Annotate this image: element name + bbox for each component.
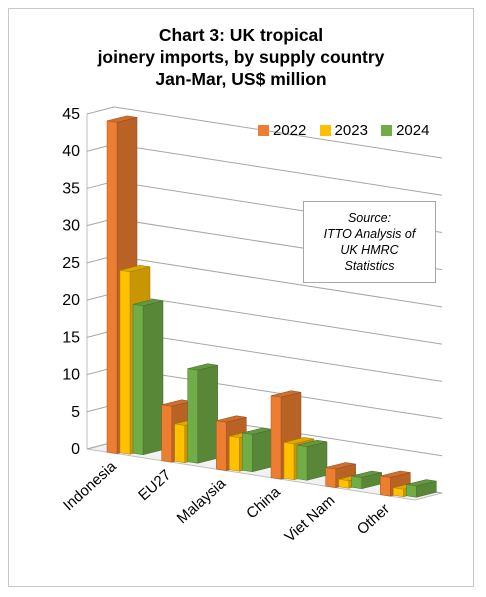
y-tick-label: 25	[62, 255, 80, 272]
y-tick-label: 10	[62, 367, 80, 384]
legend-item-2023: 2023	[319, 122, 368, 139]
x-label-other: Other	[354, 501, 393, 539]
legend-item-2024: 2024	[381, 122, 429, 139]
y-tick-label: 5	[71, 404, 80, 421]
bar-front	[380, 475, 391, 497]
source-line-2: ITTO Analysis of	[323, 227, 416, 241]
legend-label-2022: 2022	[273, 122, 307, 139]
bar-front	[406, 484, 417, 498]
bar-front	[161, 404, 172, 463]
bar-side	[197, 364, 218, 464]
chart-title-line-3: Jan-Mar, US$ million	[155, 69, 327, 89]
chart-legend: 2022 2023 2024	[258, 122, 438, 139]
x-label-viet-nam: Viet Nam	[281, 492, 338, 546]
bar-front	[229, 435, 240, 472]
bar-other-2024	[406, 479, 437, 498]
legend-swatch-2024	[381, 125, 393, 136]
bar-front	[296, 444, 308, 481]
chart-bars	[106, 115, 437, 498]
bar-front	[351, 475, 362, 490]
chart-title-line-2: joinery imports, by supply country	[97, 47, 385, 67]
bar-side	[306, 441, 328, 481]
y-tick-label: 45	[62, 106, 80, 123]
bar-front	[393, 487, 404, 498]
bar-front	[132, 304, 144, 456]
legend-label-2024: 2024	[396, 122, 430, 139]
y-tick-label: 0	[71, 441, 80, 458]
bar-eu27-2024	[187, 363, 218, 464]
source-line-3: UK HMRC	[340, 243, 399, 257]
bar-front	[119, 269, 131, 455]
y-tick-label: 35	[62, 180, 80, 197]
y-tick-label: 40	[62, 143, 80, 160]
bar-side	[252, 429, 273, 473]
bar-front	[270, 395, 282, 480]
x-label-malaysia: Malaysia	[174, 475, 230, 528]
bar-front	[216, 420, 227, 471]
gridline-45	[86, 106, 443, 159]
bar-indonesia-2024	[132, 299, 164, 456]
legend-label-2023: 2023	[334, 122, 368, 139]
bar-front	[325, 467, 336, 488]
legend-swatch-2023	[319, 125, 331, 136]
bar-front	[174, 423, 185, 464]
source-line-4: Statistics	[344, 259, 395, 273]
y-tick-label: 15	[62, 329, 80, 346]
y-tick-label: 20	[62, 292, 80, 309]
x-label-indonesia: Indonesia	[60, 458, 120, 515]
chart-title: Chart 3: UK tropical joinery imports, by…	[8, 24, 474, 90]
chart-title-line-1: Chart 3: UK tropical	[158, 25, 324, 45]
source-line-1: Source:	[347, 211, 392, 225]
bar-front	[187, 368, 198, 464]
legend-swatch-2022	[258, 125, 269, 136]
source-note: Source: ITTO Analysis of UK HMRC Statist…	[303, 201, 436, 283]
bar-front	[283, 442, 295, 481]
x-label-china: China	[243, 483, 284, 522]
bar-viet-nam-2024	[351, 470, 382, 490]
bar-malaysia-2024	[242, 427, 273, 473]
bar-china-2024	[296, 439, 328, 481]
bar-side	[142, 300, 164, 456]
bar-front	[242, 432, 253, 473]
y-tick-label: 30	[62, 218, 80, 235]
legend-item-2022: 2022	[258, 122, 306, 139]
bar-front	[338, 478, 349, 489]
x-label-eu27: EU27	[135, 467, 174, 505]
y-axis-ticks: 0 5 10 15 20 25 30 35 40 45	[62, 106, 80, 458]
bar-front	[106, 120, 118, 454]
